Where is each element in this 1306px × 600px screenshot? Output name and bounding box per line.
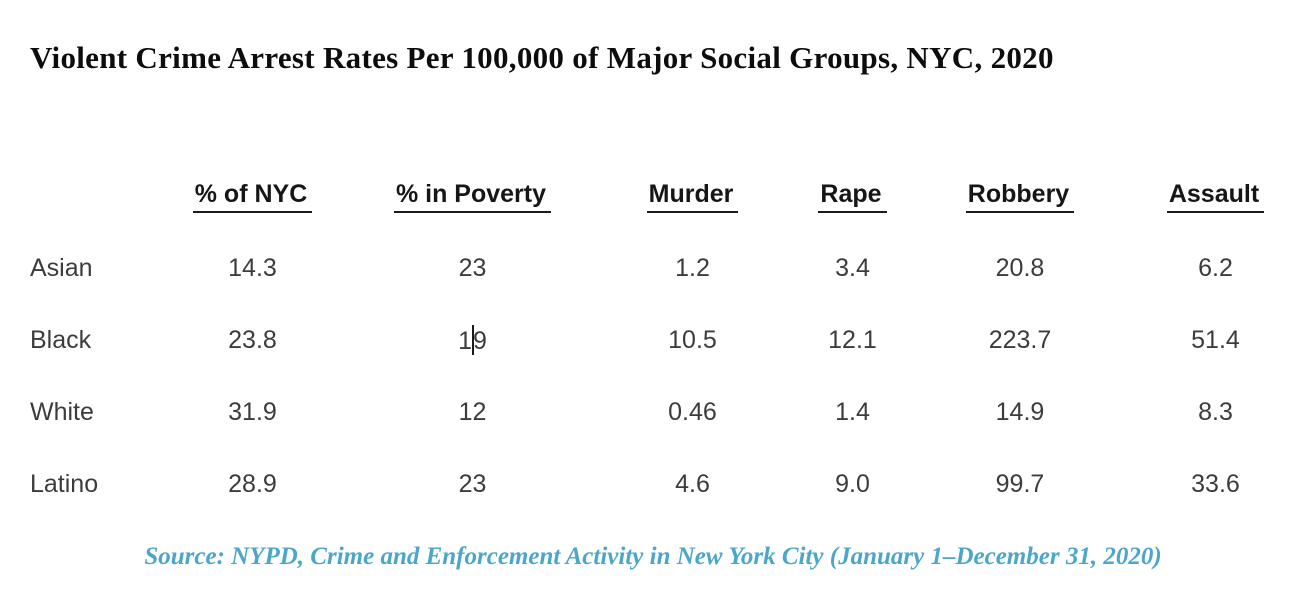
text-cursor-caret [472,324,474,355]
source-citation: Source: NYPD, Crime and Enforcement Acti… [144,543,1162,570]
table-cell[interactable]: 8.3 [1198,397,1233,426]
table-cell[interactable]: 12 [458,397,487,426]
column-header-murder[interactable]: Murder [595,180,790,213]
table-cell[interactable]: 23 [458,253,487,282]
table-cell[interactable]: 0.46 [668,397,717,426]
cell-text-before-caret: 1 [458,326,472,355]
table-cell[interactable]: 99.7 [995,469,1045,498]
table-cell[interactable]: 33.6 [1191,469,1240,498]
table-cell[interactable]: 14.3 [228,253,277,282]
table-cell[interactable]: 28.9 [228,469,277,498]
data-table: % of NYC % in Poverty Murder Rape Robber… [0,160,1306,520]
table-cell-editing[interactable]: 19 [350,324,595,356]
table-cell[interactable]: 9.0 [835,469,870,498]
table-cell[interactable]: 23.8 [228,325,277,354]
table-cell[interactable]: 223.7 [988,325,1052,354]
table-cell[interactable]: 20.8 [995,253,1045,282]
table-cell[interactable]: 1.2 [675,253,710,282]
table-cell[interactable]: 1.4 [835,397,870,426]
column-header-assault[interactable]: Assault [1125,180,1306,213]
table-cell[interactable]: 4.6 [675,469,710,498]
cell-text-after-caret: 9 [473,326,487,355]
row-label-latino[interactable]: Latino [30,469,99,498]
table-cell[interactable]: 14.9 [995,397,1045,426]
column-header-pct-in-poverty[interactable]: % in Poverty [350,180,595,213]
row-label-black[interactable]: Black [30,325,92,354]
table-cell[interactable]: 23 [458,469,487,498]
table-cell[interactable]: 3.4 [835,253,870,282]
table-cell[interactable]: 31.9 [228,397,277,426]
column-header-robbery[interactable]: Robbery [915,180,1125,213]
table-cell[interactable]: 10.5 [668,325,717,354]
row-label-asian[interactable]: Asian [30,253,93,282]
page-title: Violent Crime Arrest Rates Per 100,000 o… [30,40,1054,75]
table-cell[interactable]: 6.2 [1198,253,1233,282]
table-cell[interactable]: 51.4 [1191,325,1240,354]
table-cell[interactable]: 12.1 [828,325,877,354]
row-label-white[interactable]: White [30,397,94,426]
column-header-rape[interactable]: Rape [790,180,915,213]
column-header-pct-of-nyc[interactable]: % of NYC [155,180,350,213]
